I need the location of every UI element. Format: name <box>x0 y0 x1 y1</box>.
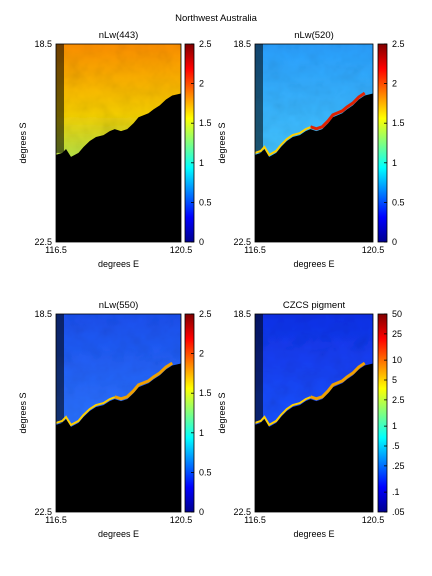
colorbar-tick-label: 0 <box>392 237 397 247</box>
axes-frame <box>254 313 374 513</box>
colorbar-tick-label: 1 <box>199 428 204 438</box>
colorbar-tick-label: 2.5 <box>392 39 405 49</box>
x-tick-label: 120.5 <box>170 245 193 255</box>
x-tick-label: 116.5 <box>45 245 67 255</box>
missing-data-strip <box>56 314 64 423</box>
y-tick-label: 18.5 <box>34 39 52 49</box>
panel-title: CZCS pigment <box>283 300 346 311</box>
x-axis-label: degrees E <box>293 259 334 269</box>
colorbar-tick-label: 0.5 <box>199 467 212 477</box>
y-axis-label: degrees S <box>217 392 227 433</box>
colorbar-tick-label: 1.5 <box>199 118 212 128</box>
colorbar-tick-label: 1 <box>199 158 204 168</box>
land-mask <box>255 363 373 512</box>
x-tick-label: 120.5 <box>170 515 193 525</box>
colorbar-tick-label: 0 <box>199 237 204 247</box>
x-tick-label: 120.5 <box>362 515 385 525</box>
x-tick-label: 120.5 <box>362 245 385 255</box>
missing-data-strip <box>255 44 263 153</box>
land-mask <box>56 363 181 512</box>
colorbar-tick-label: 1.5 <box>392 118 405 128</box>
x-tick-label: 116.5 <box>244 515 266 525</box>
coastal-band <box>254 126 311 157</box>
colorbar-tick-label: 0.5 <box>392 197 405 207</box>
axes-frame <box>55 43 182 243</box>
y-tick-label: 22.5 <box>34 237 52 247</box>
colorbar-tick-label: .05 <box>392 507 405 517</box>
colorbar-tick-label: 2.5 <box>392 395 405 405</box>
colorbar <box>184 313 195 513</box>
missing-data-strip <box>56 44 64 153</box>
colorbar-tick-label: .1 <box>392 487 400 497</box>
axes-frame <box>254 43 374 243</box>
panel-title: nLw(443) <box>99 30 139 41</box>
land-mask <box>56 93 181 242</box>
colorbar-tick-label: 50 <box>392 309 402 319</box>
y-tick-label: 18.5 <box>34 309 52 319</box>
panel-title: nLw(520) <box>294 30 334 41</box>
colorbar-tick-label: 2 <box>392 79 397 89</box>
land-mask <box>255 93 373 242</box>
figure-title: Northwest Australia <box>175 13 258 24</box>
coastal-band <box>114 361 174 401</box>
colorbar-tick-label: 0 <box>199 507 204 517</box>
y-tick-label: 18.5 <box>233 39 251 49</box>
colorbar-tick-label: 2.5 <box>199 309 212 319</box>
colorbar-tick-label: 1.5 <box>199 388 212 398</box>
panel-title: nLw(550) <box>99 300 139 311</box>
colorbar-tick-label: 1 <box>392 158 397 168</box>
x-tick-label: 116.5 <box>45 515 67 525</box>
colorbar-tick-label: .25 <box>392 461 405 471</box>
x-tick-label: 116.5 <box>244 245 266 255</box>
y-axis-label: degrees S <box>217 122 227 163</box>
colorbar-tick-label: 10 <box>392 355 402 365</box>
coastal-band <box>254 396 311 427</box>
axes-frame <box>55 313 182 513</box>
x-axis-label: degrees E <box>98 259 139 269</box>
colorbar-tick-label: 2 <box>199 349 204 359</box>
colorbar <box>377 313 388 513</box>
y-tick-label: 22.5 <box>233 237 251 247</box>
colorbar-tick-label: .5 <box>392 441 400 451</box>
x-axis-label: degrees E <box>98 529 139 539</box>
missing-data-strip <box>255 314 263 423</box>
colorbar-tick-label: 2.5 <box>199 39 212 49</box>
colorbar-tick-label: 2 <box>199 79 204 89</box>
y-tick-label: 22.5 <box>34 507 52 517</box>
coastal-band <box>55 396 116 427</box>
coastal-band <box>309 361 366 401</box>
coastal-band <box>309 91 366 131</box>
colorbar-tick-label: 1 <box>392 421 397 431</box>
y-axis-label: degrees S <box>18 122 28 163</box>
colorbar-tick-label: 5 <box>392 375 397 385</box>
y-tick-label: 22.5 <box>233 507 251 517</box>
y-axis-label: degrees S <box>18 392 28 433</box>
colorbar-tick-label: 25 <box>392 329 402 339</box>
x-axis-label: degrees E <box>293 529 334 539</box>
colorbar <box>184 43 195 243</box>
y-tick-label: 18.5 <box>233 309 251 319</box>
colorbar <box>377 43 388 243</box>
colorbar-tick-label: 0.5 <box>199 197 212 207</box>
